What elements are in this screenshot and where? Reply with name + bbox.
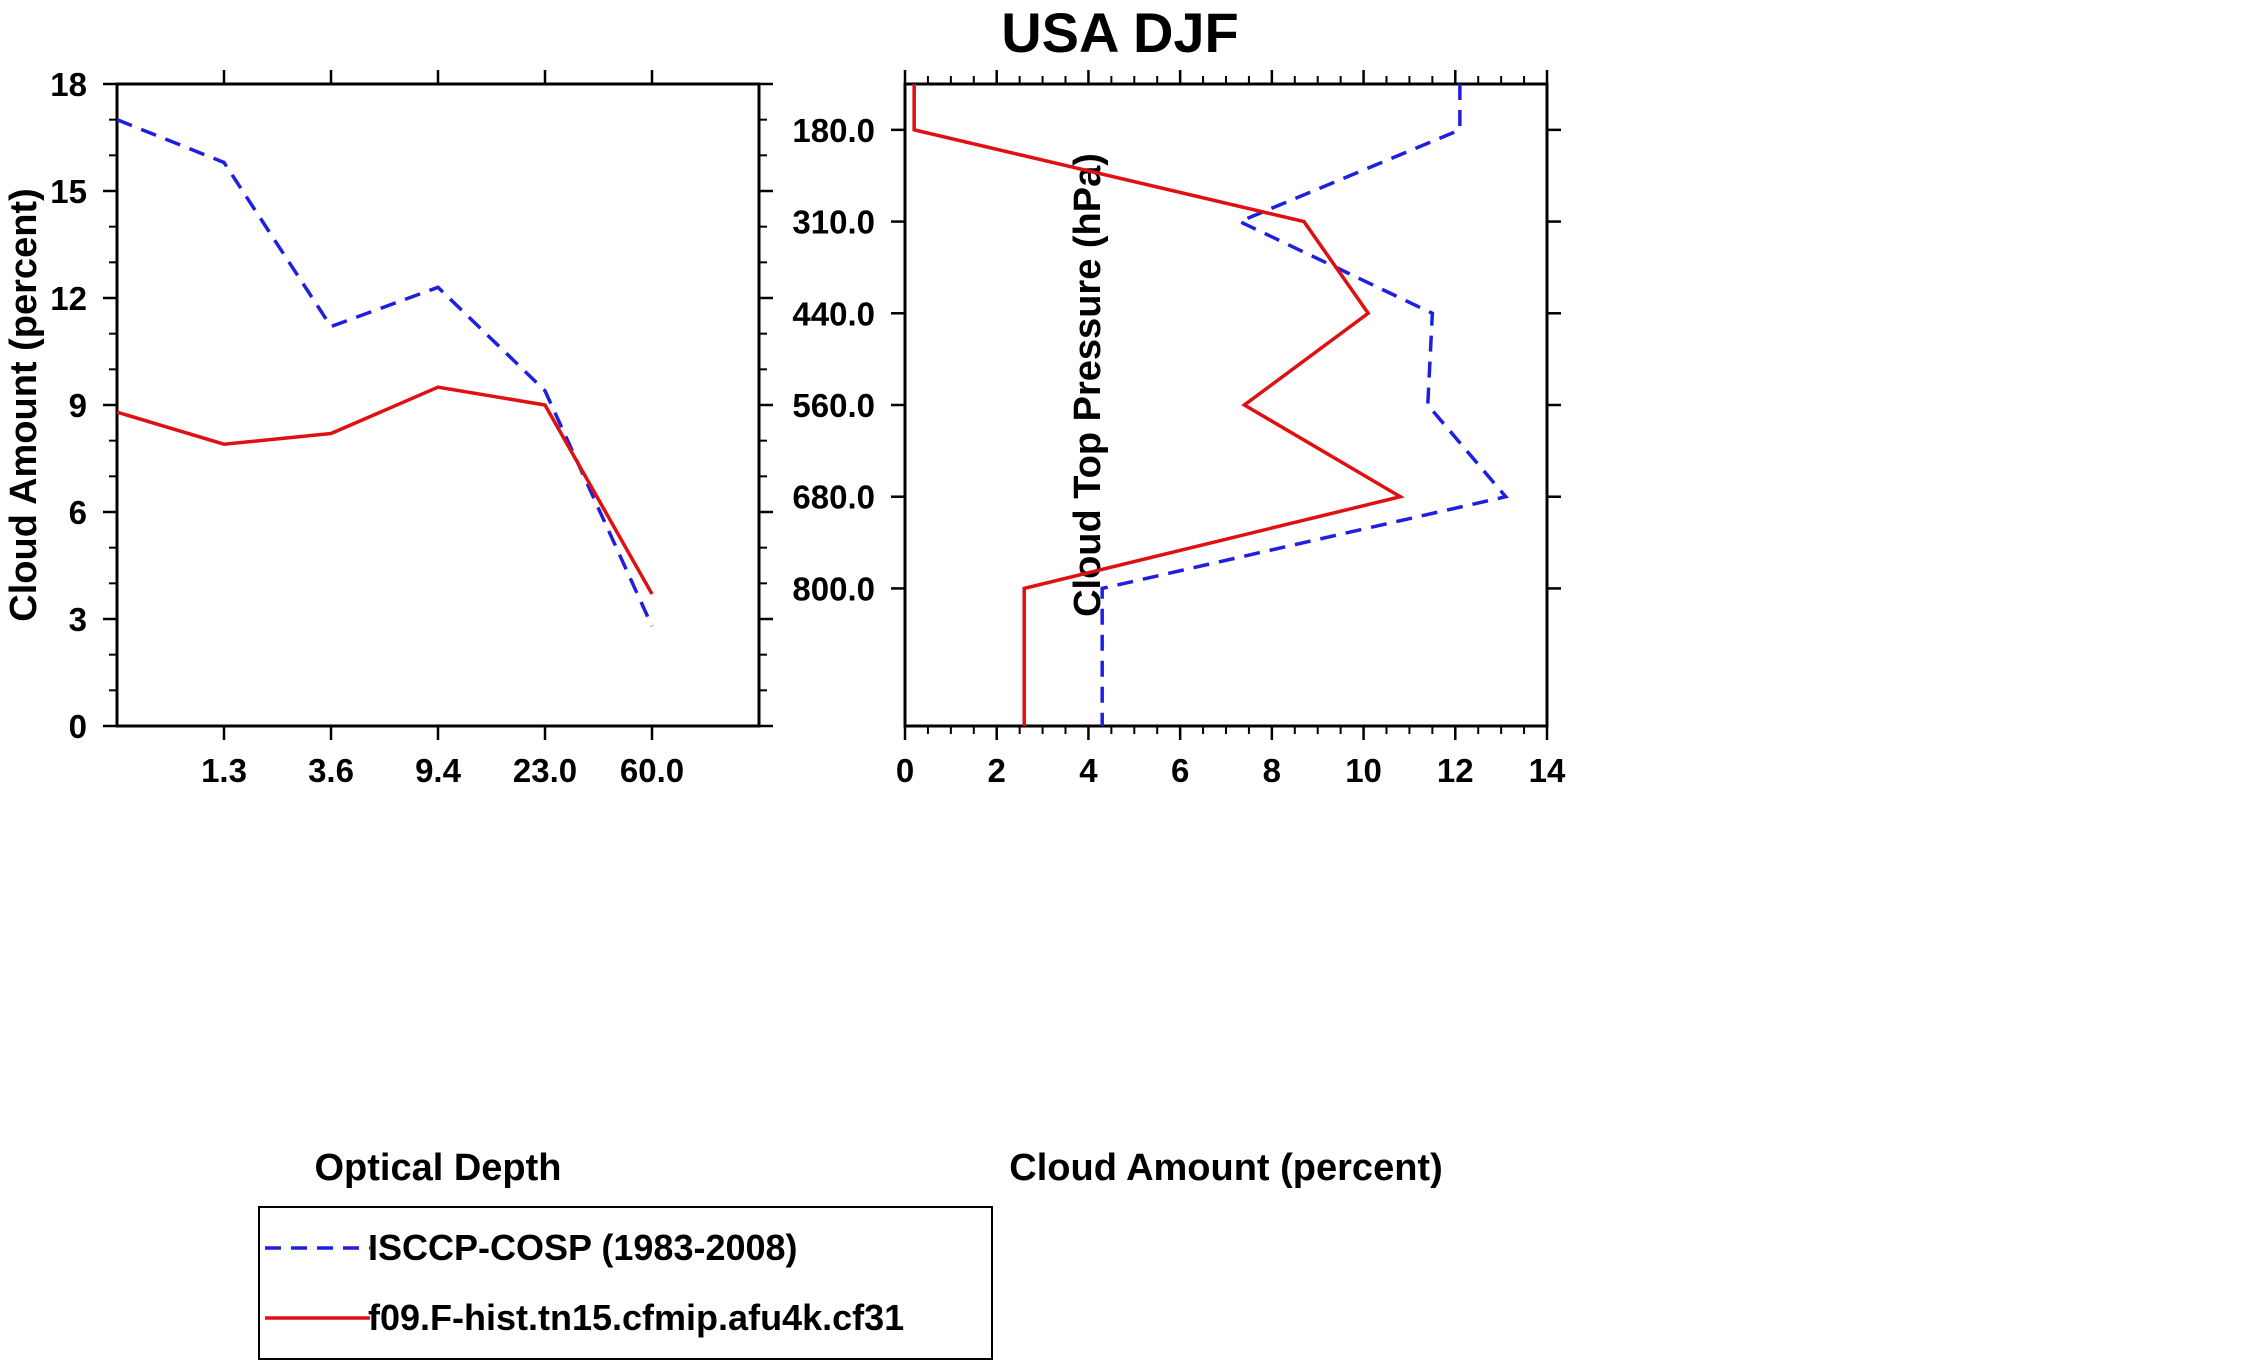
plot-frame	[903, 82, 1549, 728]
y-tick-label: 0	[69, 708, 87, 745]
x-axis-label: Optical Depth	[314, 1147, 561, 1189]
y-tick-label: 310.0	[792, 204, 875, 241]
y-tick-label: 3	[69, 601, 87, 638]
x-tick-label: 3.6	[308, 752, 354, 789]
legend-box	[258, 1206, 993, 1360]
x-tick-label: 10	[1345, 752, 1382, 789]
optical-depth-panel: 0 3 6 9 12 15 18 1.3 3.6 9.4 23.0 60.0 Optical Depth…	[3, 66, 773, 1189]
legend: ISCCP-COSP (1983-2008) f09.F-hist.tn15.c…	[258, 1206, 993, 1360]
legend-label-model: f09.F-hist.tn15.cfmip.afu4k.cf31	[368, 1297, 904, 1338]
pressure-panel: 0 2 4 6 8 10 12 14 180.0 310.0 440.0 560.0 680.0 800.…	[792, 70, 1566, 1189]
x-axis-label: Cloud Amount (percent)	[1009, 1147, 1442, 1189]
x-tick-label: 8	[1263, 752, 1281, 789]
x-tick-label: 12	[1437, 752, 1474, 789]
y-tick-label: 440.0	[792, 295, 875, 332]
y-axis-label: Cloud Amount (percent)	[3, 188, 45, 621]
series-line-observation	[1100, 84, 1509, 726]
y-tick-label: 9	[69, 387, 87, 424]
series-line-model	[116, 385, 654, 595]
legend-label-observation: ISCCP-COSP (1983-2008)	[368, 1227, 798, 1268]
y-tick-label: 800.0	[792, 570, 875, 607]
x-tick-label: 9.4	[415, 752, 462, 789]
plot-frame	[115, 82, 761, 728]
x-tick-label: 0	[896, 752, 914, 789]
x-tick-label: 1.3	[201, 752, 247, 789]
figure-title: USA DJF	[1001, 1, 1239, 64]
y-tick-label: 680.0	[792, 479, 875, 516]
series-line-model	[912, 84, 1405, 726]
y-tick-label: 180.0	[792, 112, 875, 149]
y-tick-label: 6	[69, 494, 87, 531]
y-tick-label: 12	[50, 280, 87, 317]
y-tick-label: 18	[50, 66, 87, 103]
x-tick-label: 60.0	[620, 752, 684, 789]
x-tick-label: 4	[1079, 752, 1098, 789]
y-axis-label: Cloud Top Pressure (hPa)	[1067, 153, 1109, 617]
x-tick-label: 2	[988, 752, 1006, 789]
y-tick-label: 560.0	[792, 387, 875, 424]
x-tick-label: 14	[1529, 752, 1566, 789]
x-tick-label: 23.0	[513, 752, 577, 789]
series-line-observation	[116, 118, 654, 627]
x-tick-label: 6	[1171, 752, 1189, 789]
y-tick-label: 15	[50, 173, 87, 210]
